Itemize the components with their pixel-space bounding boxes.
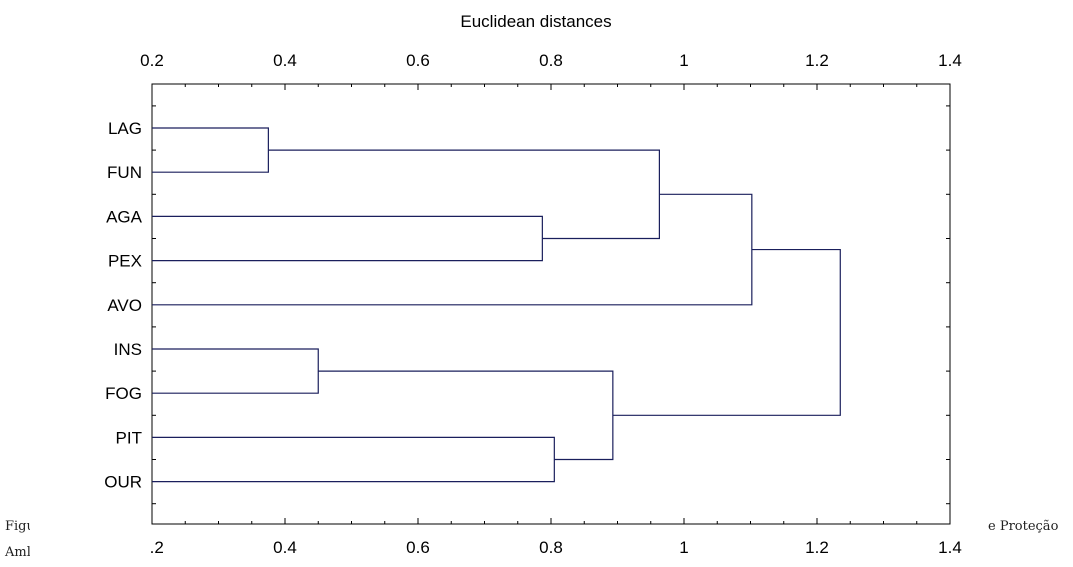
merge-link-pit-our [152, 436, 555, 483]
top-tick-label: 0.4 [273, 51, 297, 70]
merge-link-aga-pex [152, 215, 543, 262]
side-minor-ticks [152, 105, 950, 505]
leaf-label-lag: LAG [108, 119, 142, 138]
leaf-label-pit: PIT [116, 428, 142, 447]
bottom-tick-label: 0.4 [273, 538, 297, 557]
top-axis: 0.2 0.4 0.6 0.8 1 1.2 1.4 [140, 51, 962, 90]
bottom-tick-label: 0.8 [539, 538, 563, 557]
leaf-label-pex: PEX [108, 252, 142, 271]
top-tick-label: 0.8 [539, 51, 563, 70]
top-tick-label: 1 [679, 51, 688, 70]
bottom-tick-label: 1.2 [805, 538, 829, 557]
top-tick-label: 0.2 [140, 51, 164, 70]
leaf-labels: LAG FUN AGA PEX AVO INS FOG PIT OUR [104, 119, 142, 492]
leaf-label-fun: FUN [107, 163, 142, 182]
top-tick-label: 1.2 [805, 51, 829, 70]
figure-mask-left [30, 512, 150, 567]
leaf-label-avo: AVO [107, 296, 142, 315]
top-tick-label: 1.4 [938, 51, 962, 70]
merge-link-lag_fun-aga_pex [268, 149, 660, 240]
leaf-label-our: OUR [104, 473, 142, 492]
bottom-tick-label: 1 [679, 538, 688, 557]
leaf-label-ins: INS [114, 340, 142, 359]
bottom-tick-label: 1.4 [938, 538, 962, 557]
merge-link-ins-fog [152, 348, 319, 394]
bottom-tick-label: 0.6 [406, 538, 430, 557]
merge-link-lag-fun [152, 127, 269, 173]
caption-fragment-left-1: Figu [5, 519, 35, 534]
top-tick-label: 0.6 [406, 51, 430, 70]
chart-title: Euclidean distances [460, 12, 611, 31]
leaf-label-aga: AGA [106, 207, 143, 226]
caption-fragment-left-2: Aml [5, 545, 31, 560]
merge-link-lag_fun_aga_pex-avo [152, 193, 753, 306]
merge-link-lag_fun_aga_pex_avo-ins_fog_pit_our [612, 248, 841, 416]
dendrogram-links [152, 127, 841, 483]
caption-fragment-right-1: e Proteção [988, 519, 1059, 534]
leaf-label-fog: FOG [105, 384, 142, 403]
merge-link-ins_fog-pit_our [318, 370, 614, 461]
